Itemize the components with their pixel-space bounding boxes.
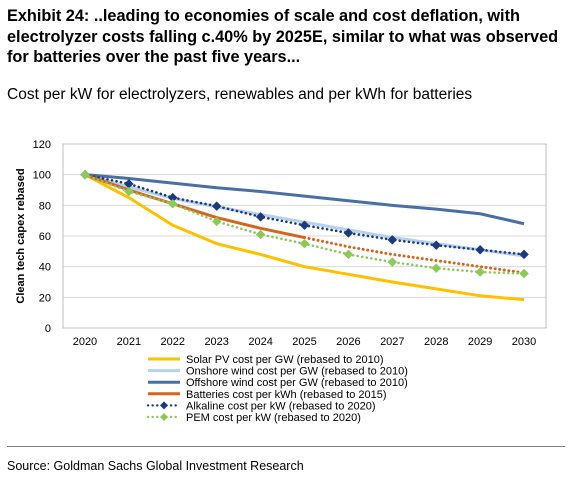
data-point-marker	[167, 198, 178, 209]
series-group	[80, 169, 529, 279]
y-axis-label: Clean tech capex rebased	[15, 168, 27, 303]
series-line	[303, 236, 526, 275]
series-line	[84, 173, 305, 240]
x-tick-label: 2026	[336, 336, 360, 348]
x-tick-label: 2020	[73, 336, 97, 348]
series-line	[84, 173, 525, 226]
legend-marker	[160, 413, 168, 421]
y-tick-label: 20	[39, 292, 51, 304]
series-group	[303, 236, 526, 275]
x-tick-label: 2022	[161, 336, 185, 348]
data-point-marker	[124, 186, 134, 197]
x-tick-label: 2029	[468, 336, 492, 348]
data-point-marker	[519, 249, 529, 260]
data-point-marker	[431, 263, 442, 274]
x-tick-label: 2021	[117, 336, 141, 348]
y-tick-label: 80	[39, 200, 51, 212]
data-point-marker	[475, 244, 485, 255]
data-point-marker	[519, 268, 529, 279]
legend-label: Batteries cost per kWh (rebased to 2015)	[186, 389, 387, 401]
data-point-marker	[255, 211, 266, 222]
data-point-marker	[387, 257, 398, 267]
series-group	[84, 173, 525, 226]
legend-label: Offshore wind cost per GW (rebased to 20…	[186, 377, 408, 389]
data-point-marker	[343, 249, 354, 260]
data-point-marker	[343, 228, 354, 238]
data-point-marker	[255, 229, 266, 240]
legend-label: Solar PV cost per GW (rebased to 2010)	[186, 354, 383, 366]
data-point-marker	[211, 216, 222, 227]
y-tick-label: 120	[33, 139, 51, 151]
x-tick-label: 2024	[248, 336, 272, 348]
data-point-marker	[80, 169, 90, 180]
legend-label: PEM cost per kW (rebased to 2020)	[186, 412, 361, 424]
legend-marker	[160, 401, 168, 410]
series-line	[84, 173, 525, 302]
y-tick-label: 60	[39, 231, 51, 243]
x-tick-label: 2028	[424, 336, 448, 348]
source-note: Source: Goldman Sachs Global Investment …	[7, 459, 304, 473]
x-tick-label: 2025	[292, 336, 316, 348]
x-tick-label: 2023	[204, 336, 228, 348]
y-tick-label: 40	[39, 262, 51, 274]
line-chart: 0 20 40 60 80 100 120 2020 2021 2022 2023 2024 2025 2…	[15, 139, 547, 424]
data-point-marker	[431, 240, 442, 251]
x-tick-label: 2027	[380, 336, 404, 348]
plot-area	[62, 143, 547, 329]
y-tick-label: 0	[45, 323, 51, 335]
exhibit-title: Exhibit 24: ..leading to economies of sc…	[7, 7, 559, 66]
x-tick-label: 2030	[512, 336, 536, 348]
data-point-marker	[299, 220, 310, 231]
data-point-marker	[299, 238, 310, 249]
data-point-marker	[211, 201, 222, 211]
legend-label: Alkaline cost per kW (rebased to 2020)	[186, 400, 376, 412]
y-tick-label: 100	[33, 170, 51, 182]
exhibit-subtitle: Cost per kW for electrolyzers, renewable…	[7, 86, 473, 103]
footer-divider	[7, 446, 565, 447]
series-group	[84, 173, 525, 302]
legend-label: Onshore wind cost per GW (rebased to 201…	[186, 366, 408, 378]
data-point-marker	[387, 234, 398, 245]
data-point-marker	[475, 267, 485, 277]
series-group	[84, 173, 305, 240]
